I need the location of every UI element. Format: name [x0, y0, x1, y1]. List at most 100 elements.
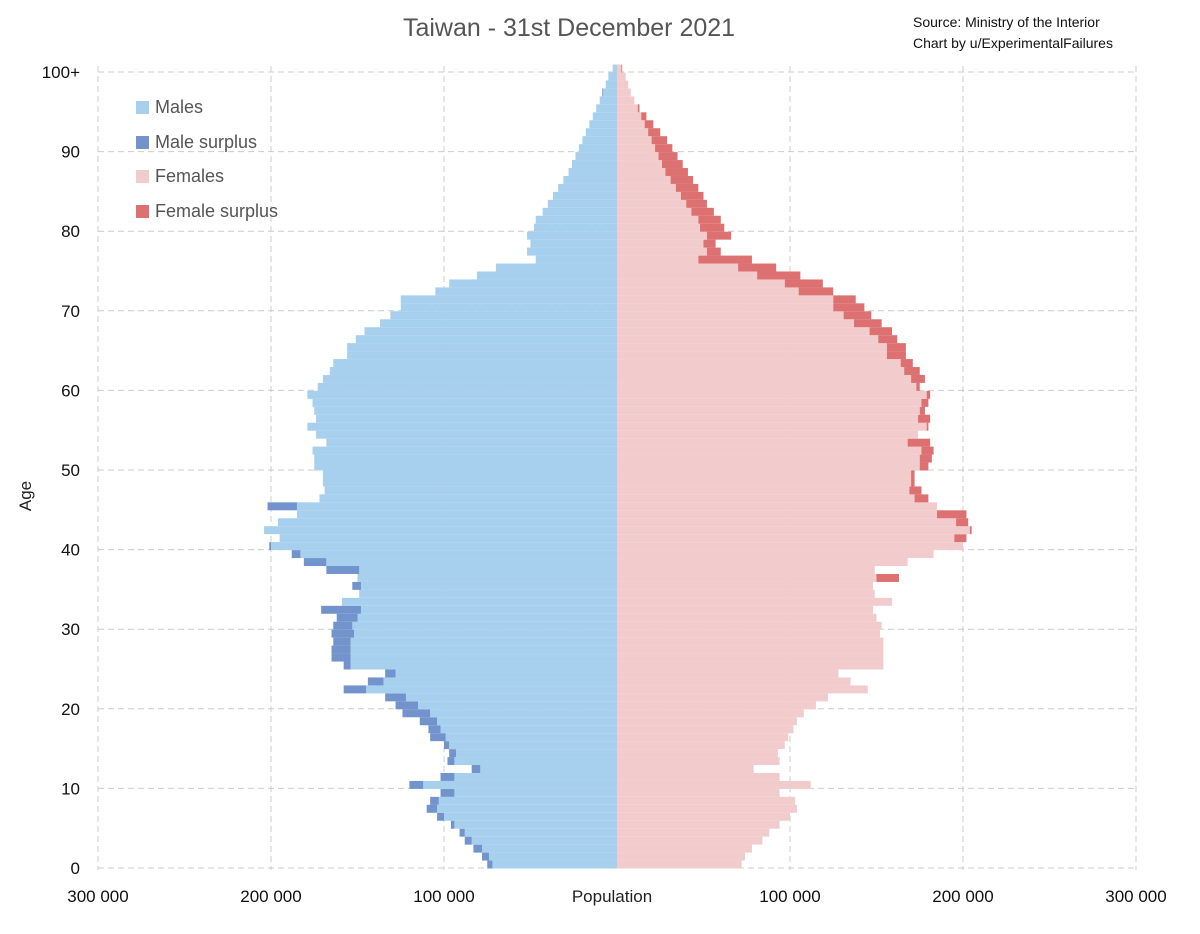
bar-male-surplus-age-9	[441, 789, 455, 797]
bar-male-age-72	[435, 287, 617, 295]
bar-female-age-42	[617, 526, 970, 534]
bar-female-age-79	[617, 232, 707, 240]
bar-male-age-56	[316, 415, 617, 423]
bar-male-age-45	[297, 502, 617, 510]
bar-female-surplus-age-49	[911, 471, 914, 479]
bar-male-age-89	[575, 152, 617, 160]
legend-swatch-female-surplus	[136, 205, 149, 218]
bar-female-age-59	[617, 391, 927, 399]
bar-male-age-29	[354, 630, 617, 638]
bar-male-age-54	[316, 431, 617, 439]
bar-male-age-49	[323, 471, 617, 479]
bar-female-age-4	[617, 829, 769, 837]
bar-male-age-60	[318, 383, 617, 391]
bar-female-age-60	[617, 383, 916, 391]
bar-male-age-61	[323, 375, 617, 383]
bar-male-age-1	[489, 853, 617, 861]
source-credit: Source: Ministry of the Interior Chart b…	[913, 12, 1113, 54]
y-axis-label: Age	[16, 476, 36, 516]
x-tick-label-1: 200 000	[240, 887, 301, 906]
bar-male-age-39	[300, 550, 617, 558]
bar-male-age-73	[449, 279, 617, 287]
bar-female-surplus-age-48	[911, 478, 914, 486]
bar-male-age-2	[482, 845, 617, 853]
bar-female-age-20	[617, 701, 816, 709]
bar-female-age-78	[617, 240, 704, 248]
bar-female-surplus-age-60	[916, 383, 919, 391]
bar-male-age-66	[356, 335, 617, 343]
bar-female-age-41	[617, 534, 954, 542]
bar-male-age-14	[456, 749, 617, 757]
bar-female-age-12	[617, 765, 754, 773]
bar-female-age-8	[617, 797, 795, 805]
bar-female-age-85	[617, 184, 676, 192]
bar-male-age-91	[582, 136, 617, 144]
bar-female-surplus-age-41	[954, 534, 966, 542]
bar-female-age-21	[617, 693, 828, 701]
bar-female-age-10	[617, 781, 811, 789]
bar-male-age-25	[351, 662, 617, 670]
y-tick-label-40: 40	[61, 541, 80, 560]
legend-label-males: Males	[155, 97, 203, 118]
bar-male-age-18	[437, 717, 617, 725]
credit-line: Chart by u/ExperimentalFailures	[913, 33, 1113, 54]
bar-male-surplus-age-14	[449, 749, 456, 757]
bar-female-age-39	[617, 550, 934, 558]
bar-female-age-46	[617, 494, 915, 502]
bar-male-age-59	[307, 391, 617, 399]
bar-male-age-88	[572, 160, 617, 168]
bar-female-surplus-age-76	[698, 256, 752, 264]
legend-item-females: Females	[136, 159, 278, 194]
bar-male-age-70	[401, 303, 617, 311]
bar-female-age-76	[617, 256, 698, 264]
bar-female-age-74	[617, 272, 757, 280]
bar-female-age-87	[617, 168, 665, 176]
bar-female-surplus-age-87	[665, 168, 687, 176]
bar-female-surplus-age-69	[844, 311, 872, 319]
bar-male-surplus-age-18	[420, 717, 437, 725]
bar-male-age-40	[271, 542, 617, 550]
bar-female-age-15	[617, 741, 785, 749]
y-tick-label-10: 10	[61, 779, 80, 798]
bar-male-surplus-age-26	[332, 654, 351, 662]
bar-female-surplus-age-83	[686, 200, 707, 208]
bar-female-age-95	[617, 104, 638, 112]
bar-female-surplus-age-68	[854, 319, 882, 327]
bar-male-age-15	[449, 741, 617, 749]
bars-layer	[264, 65, 972, 869]
bar-female-age-32	[617, 606, 873, 614]
bar-female-surplus-age-57	[920, 407, 925, 415]
bar-male-age-21	[406, 693, 617, 701]
legend-item-males: Males	[136, 90, 278, 125]
bar-female-age-26	[617, 654, 883, 662]
bar-male-age-9	[454, 789, 617, 797]
bar-male-age-65	[347, 343, 617, 351]
bar-male-surplus-age-30	[333, 622, 352, 630]
x-tick-label-4: 200 000	[932, 887, 993, 906]
bar-female-surplus-age-64	[887, 351, 906, 359]
bar-female-age-93	[617, 120, 645, 128]
bar-male-age-96	[600, 96, 617, 104]
bar-male-age-22	[366, 685, 617, 693]
bar-male-age-10	[423, 781, 617, 789]
bar-male-age-47	[325, 486, 617, 494]
bar-male-age-27	[351, 646, 617, 654]
bar-female-age-83	[617, 200, 686, 208]
bar-female-age-6	[617, 813, 790, 821]
y-tick-label-80: 80	[61, 222, 80, 241]
bar-male-surplus-age-10	[409, 781, 423, 789]
bar-female-age-30	[617, 622, 882, 630]
x-tick-label-0: 300 000	[67, 887, 128, 906]
bar-male-age-19	[430, 709, 617, 717]
bar-female-age-58	[617, 399, 921, 407]
bar-male-surplus-age-22	[344, 685, 366, 693]
bar-male-age-3	[472, 837, 617, 845]
bar-male-age-34	[359, 590, 617, 598]
bar-female-age-54	[617, 431, 918, 439]
bar-male-age-42	[264, 526, 617, 534]
bar-female-surplus-age-100	[621, 65, 622, 73]
legend-item-male-surplus: Male surplus	[136, 125, 278, 160]
bar-male-age-55	[307, 423, 617, 431]
bar-female-surplus-age-70	[833, 303, 864, 311]
bar-female-age-2	[617, 845, 752, 853]
